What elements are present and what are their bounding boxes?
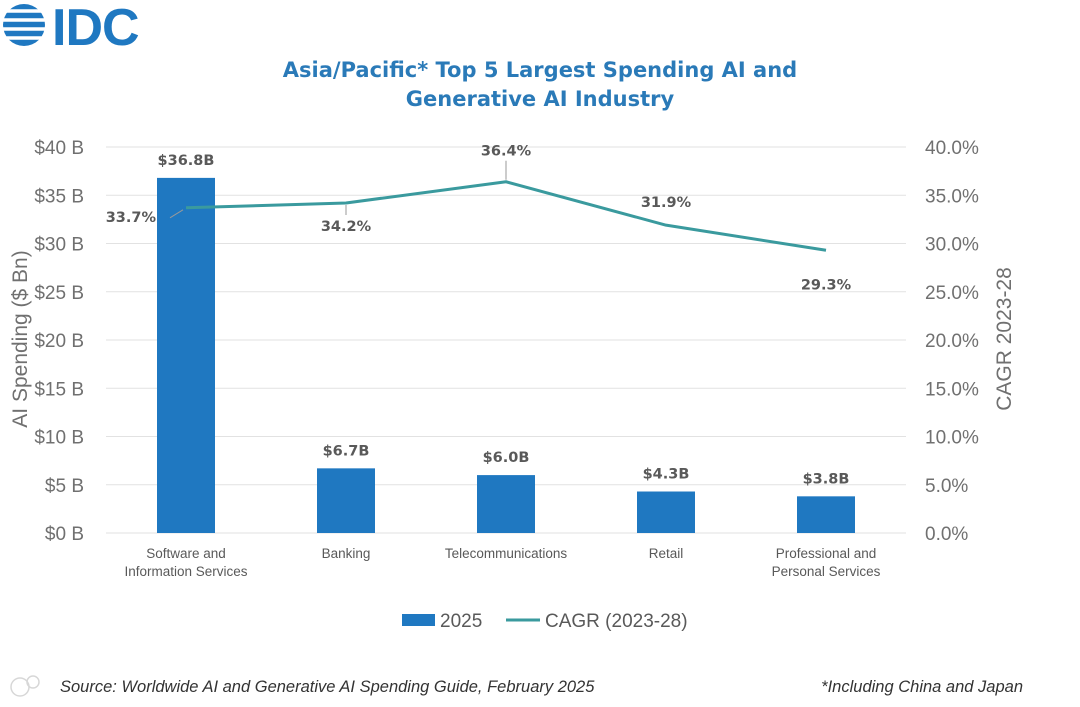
globe-icon	[0, 4, 48, 46]
bar-series	[157, 177, 855, 533]
left-tick-label: $0 B	[45, 524, 84, 545]
category-label: Information Services	[124, 564, 247, 579]
right-tick-label: 15.0%	[925, 379, 979, 400]
idc-logo: IDC	[0, 0, 140, 57]
category-label: Software and	[146, 546, 226, 561]
left-tick-label: $10 B	[34, 428, 84, 449]
chart-title-line-1: Asia/Pacific* Top 5 Largest Spending AI …	[283, 58, 797, 82]
left-tick-label: $35 B	[34, 186, 84, 207]
left-tick-label: $30 B	[34, 235, 84, 256]
source-note: Source: Worldwide AI and Generative AI S…	[60, 678, 595, 696]
cagr-line-series: 33.7% 34.2% 36.4% 31.9% 29.3%	[106, 144, 852, 294]
chart-title-line-2: Generative AI Industry	[406, 87, 675, 111]
cagr-point-label: 36.4%	[481, 144, 532, 160]
gridlines	[106, 146, 906, 534]
category-label: Telecommunications	[445, 546, 568, 561]
right-tick-label: 0.0%	[925, 524, 968, 545]
left-axis-title: AI Spending ($ Bn)	[9, 250, 32, 427]
right-tick-label: 20.0%	[925, 331, 979, 352]
legend-item-2025: 2025	[440, 611, 482, 632]
right-axis-title: CAGR 2023-28	[993, 267, 1016, 411]
cagr-point-label: 33.7%	[106, 210, 157, 226]
right-tick-label: 10.0%	[925, 428, 979, 449]
right-tick-label: 40.0%	[925, 138, 979, 159]
legend-item-cagr: CAGR (2023-28)	[545, 611, 688, 632]
left-axis-ticks: $0 B $5 B $10 B $15 B $20 B $25 B $30 B $35 B $4…	[34, 138, 84, 545]
legend: 2025 CAGR (2023-28)	[402, 611, 688, 632]
left-tick-label: $15 B	[34, 379, 84, 400]
category-label: Personal Services	[772, 564, 881, 579]
category-label: Professional and	[776, 546, 877, 561]
cagr-point-label: 34.2%	[321, 219, 372, 235]
bar-value-label: $36.8B	[158, 153, 215, 169]
bar-2025	[317, 468, 375, 533]
bar-2025	[637, 491, 695, 533]
right-tick-label: 5.0%	[925, 476, 968, 497]
left-tick-label: $20 B	[34, 331, 84, 352]
bar-2025	[157, 177, 215, 533]
cagr-leader-line	[169, 209, 184, 219]
category-label: Retail	[649, 546, 684, 561]
cagr-point-label: 29.3%	[801, 277, 852, 293]
category-label: Banking	[322, 546, 371, 561]
watermark-icon	[10, 675, 40, 697]
footnote: *Including China and Japan	[821, 678, 1023, 696]
logo-text: IDC	[52, 0, 139, 57]
bar-value-label: $3.8B	[803, 471, 850, 487]
bar-value-label: $6.0B	[483, 450, 530, 466]
bar-value-label: $6.7B	[323, 443, 370, 459]
cagr-point-label: 31.9%	[641, 195, 692, 211]
left-tick-label: $5 B	[45, 476, 84, 497]
category-labels: Software and Information Services Banking T…	[124, 546, 880, 579]
right-tick-label: 35.0%	[925, 186, 979, 207]
legend-bar-swatch	[402, 614, 435, 626]
left-tick-label: $25 B	[34, 283, 84, 304]
left-tick-label: $40 B	[34, 138, 84, 159]
right-tick-label: 25.0%	[925, 283, 979, 304]
bar-data-labels: $36.8B $6.7B $6.0B $4.3B $3.8B	[158, 153, 850, 487]
right-tick-label: 30.0%	[925, 235, 979, 256]
bar-2025	[477, 475, 535, 533]
bar-value-label: $4.3B	[643, 467, 690, 483]
cagr-line	[185, 180, 827, 252]
bar-2025	[797, 496, 855, 533]
right-axis-ticks: 0.0% 5.0% 10.0% 15.0% 20.0% 25.0% 30.0% 35.0% 40…	[925, 138, 979, 545]
